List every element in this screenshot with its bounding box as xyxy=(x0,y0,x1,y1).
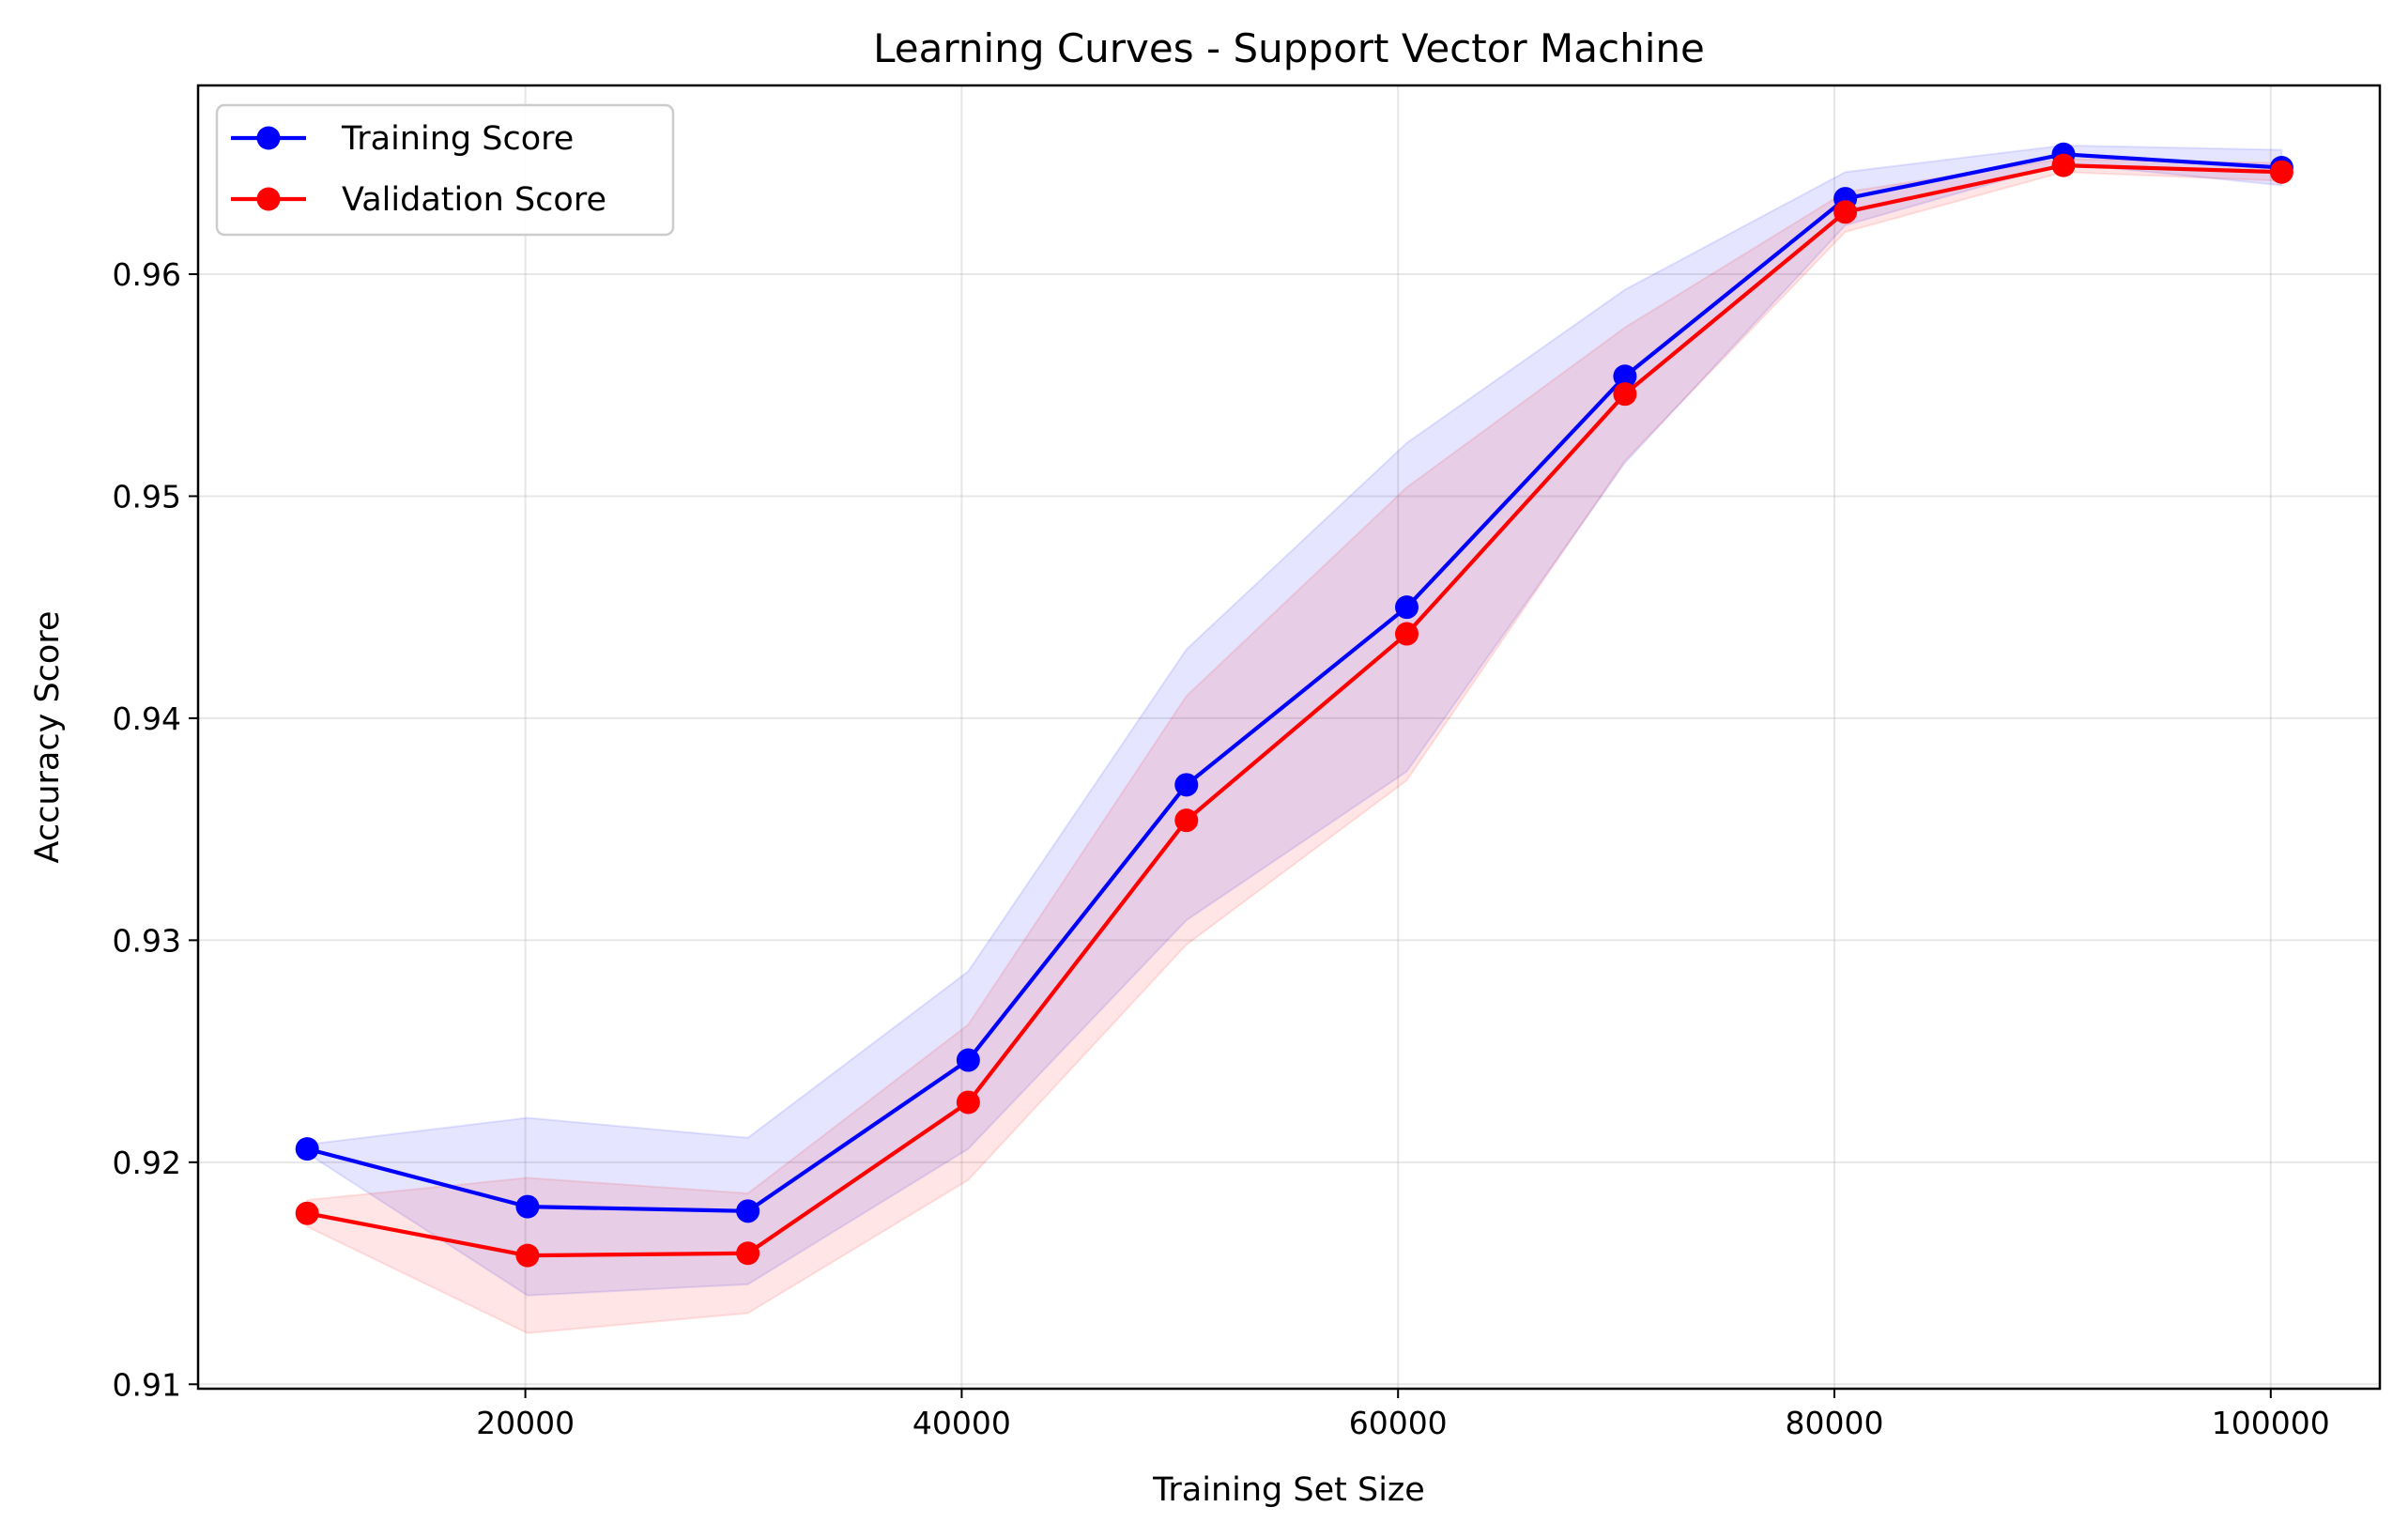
training-score-point xyxy=(1613,364,1637,389)
y-tick-label: 0.91 xyxy=(113,1366,181,1403)
training-score-legend-marker xyxy=(256,126,281,150)
series-lines xyxy=(306,152,2282,1258)
legend-entries: Training Score Validation Score xyxy=(231,120,606,219)
training-score-point xyxy=(515,1194,540,1219)
validation-score-point xyxy=(736,1241,760,1266)
plot-area-frame xyxy=(196,84,2382,1391)
validation-score-point xyxy=(515,1243,540,1268)
training-score-point xyxy=(736,1199,760,1223)
validation-score-legend-marker xyxy=(256,187,281,211)
validation-score-point xyxy=(295,1201,319,1225)
y-axis-label: Accuracy Score xyxy=(29,611,67,864)
grid xyxy=(198,85,2380,1389)
validation-score-point xyxy=(956,1090,980,1115)
training-score-band xyxy=(306,144,2283,1297)
validation-score-legend-label: Validation Score xyxy=(342,181,606,219)
axis-ticks: 20000 40000 60000 80000 100000 0.91 0.92 0.93 0.… xyxy=(113,256,2330,1441)
validation-score-point xyxy=(1613,382,1637,407)
validation-score-point xyxy=(1174,808,1199,833)
validation-score-point xyxy=(2269,160,2293,184)
training-score-legend-label: Training Score xyxy=(341,120,574,158)
y-tick-label: 0.94 xyxy=(113,700,181,737)
validation-score-point xyxy=(1394,622,1419,646)
legend: Training Score Validation Score xyxy=(215,103,675,237)
x-axis-label: Training Set Size xyxy=(1152,1471,1425,1509)
training-score-point xyxy=(295,1137,319,1161)
y-tick-label: 0.92 xyxy=(113,1145,181,1181)
x-tick-label: 40000 xyxy=(913,1405,1011,1441)
series-markers xyxy=(295,142,2293,1268)
y-tick-label: 0.95 xyxy=(113,478,181,515)
validation-score-point xyxy=(1833,200,1858,224)
training-score-point xyxy=(956,1048,980,1072)
validation-score-line xyxy=(306,163,2282,1258)
chart-title: Learning Curves - Support Vector Machine xyxy=(873,25,1705,71)
x-tick-label: 20000 xyxy=(476,1405,575,1441)
x-tick-label: 60000 xyxy=(1349,1405,1448,1441)
x-tick-label: 80000 xyxy=(1786,1405,1884,1441)
training-score-point xyxy=(1394,595,1419,620)
y-tick-label: 0.93 xyxy=(113,922,181,959)
training-score-point xyxy=(1174,773,1199,797)
y-tick-label: 0.96 xyxy=(113,256,181,293)
x-tick-label: 100000 xyxy=(2212,1405,2330,1441)
training-score-line xyxy=(306,152,2282,1213)
validation-score-point xyxy=(2051,153,2076,177)
legend-frame xyxy=(215,103,675,237)
